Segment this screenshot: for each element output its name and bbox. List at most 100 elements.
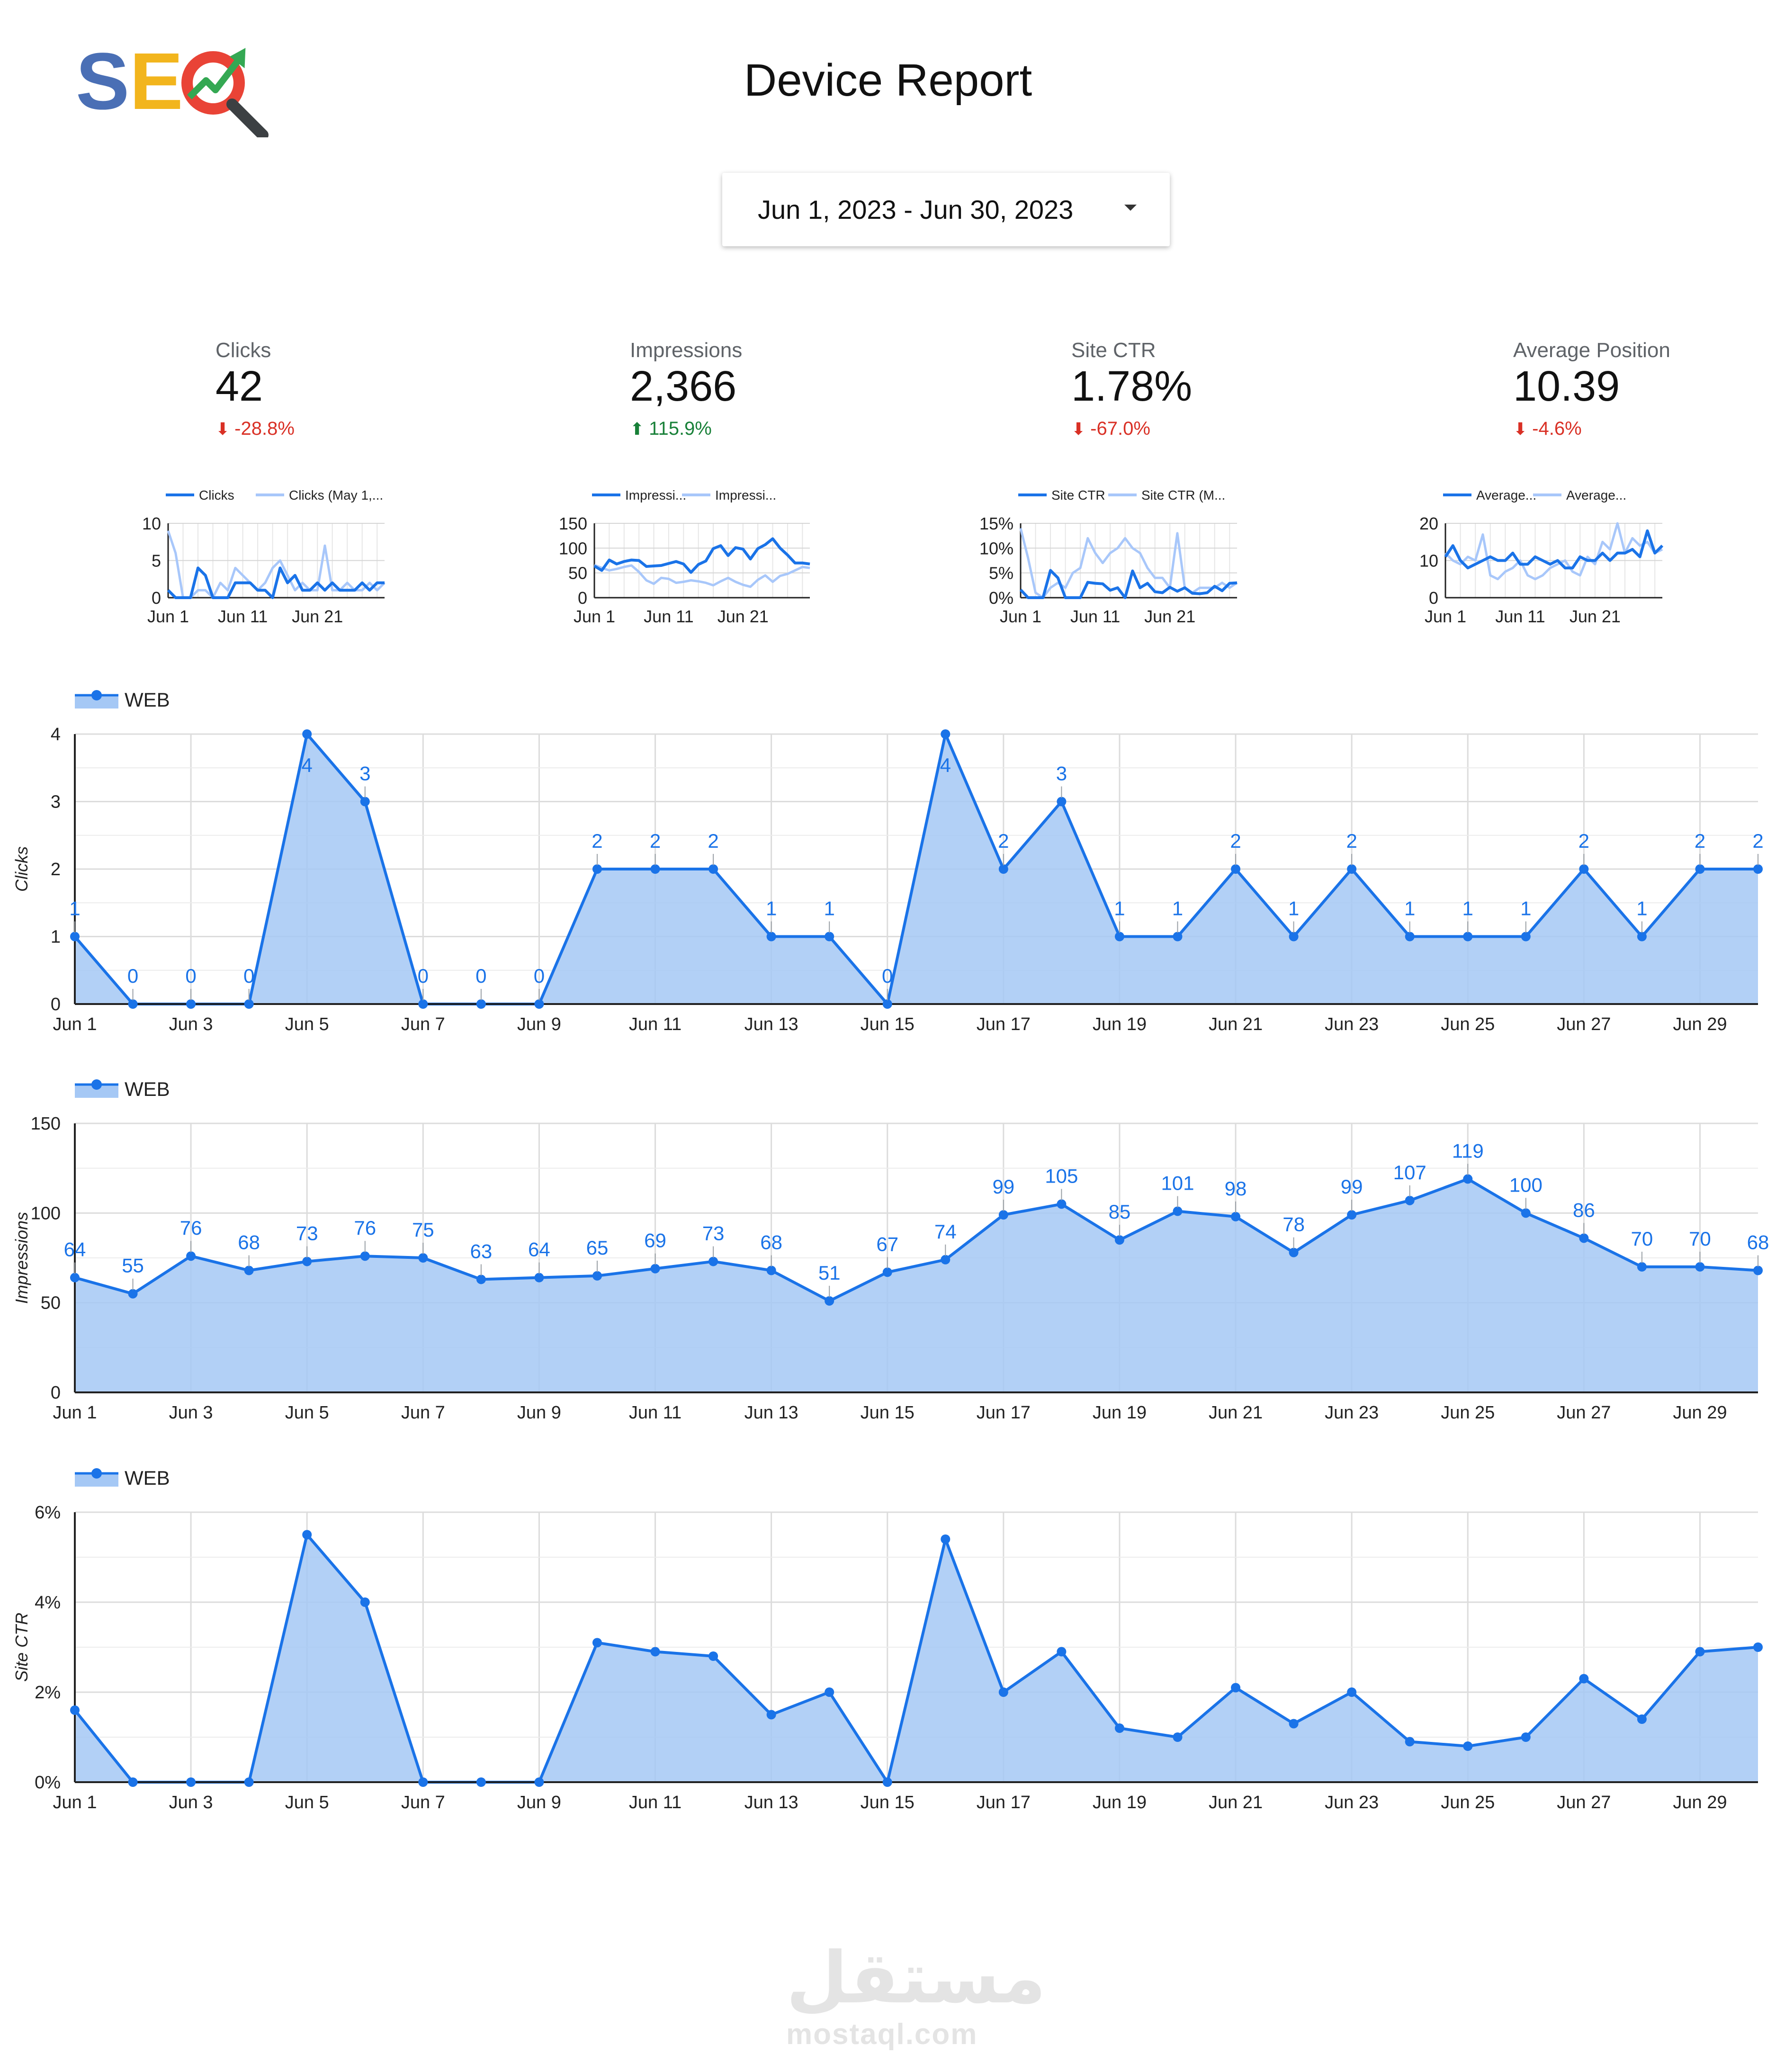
series-line-previous xyxy=(1019,528,1238,599)
data-point xyxy=(1231,864,1241,874)
ctr-web: 0% 2% 4% 6% Jun 1 Jun 3 Jun 5 Jun 7 Jun 9 Jun 11 J… xyxy=(12,1467,1763,1812)
series-line-current xyxy=(1444,529,1664,570)
kpi-label: Average Position xyxy=(1513,339,1670,362)
data-label: 1 xyxy=(1172,897,1183,920)
data-label: 73 xyxy=(296,1222,318,1245)
data-label: 0 xyxy=(534,965,545,987)
data-point xyxy=(650,1647,660,1657)
x-tick-label: Jun 5 xyxy=(285,1403,329,1423)
series-line xyxy=(73,1533,1758,1784)
impressions-web: 0 50 100 150 Jun 1 Jun 3 Jun 5 Jun 7 Jun 9 Jun 11… xyxy=(12,1078,1769,1423)
data-point xyxy=(1405,1195,1415,1205)
legend-swatch-point xyxy=(91,690,102,700)
data-label: 64 xyxy=(64,1238,86,1261)
x-tick-label: Jun 21 xyxy=(718,607,769,626)
date-range-picker[interactable]: Jun 1, 2023 - Jun 30, 2023 xyxy=(722,173,1170,246)
data-point xyxy=(1173,1732,1183,1742)
y-tick-label: 0 xyxy=(152,588,161,608)
x-tick-label: Jun 17 xyxy=(977,1014,1031,1034)
data-point xyxy=(1463,1174,1473,1184)
data-point xyxy=(998,864,1008,874)
data-point xyxy=(650,864,660,874)
x-tick-label: Jun 7 xyxy=(401,1403,445,1423)
data-point xyxy=(1347,1210,1357,1220)
x-tick-label: Jun 23 xyxy=(1325,1793,1379,1812)
data-point xyxy=(1695,1647,1705,1657)
data-label: 68 xyxy=(760,1231,782,1254)
x-tick-label: Jun 13 xyxy=(744,1014,798,1034)
legend-label: Clicks xyxy=(199,488,234,502)
data-label: 3 xyxy=(359,762,370,785)
data-point xyxy=(534,1273,544,1283)
x-tick-label: Jun 11 xyxy=(629,1014,682,1034)
x-tick-label: Jun 25 xyxy=(1441,1403,1495,1423)
data-point xyxy=(476,1274,486,1284)
data-point xyxy=(302,1256,312,1266)
x-tick-label: Jun 21 xyxy=(1570,607,1621,626)
x-tick-label: Jun 15 xyxy=(861,1793,915,1812)
x-tick-label: Jun 25 xyxy=(1441,1793,1495,1812)
data-point xyxy=(1057,1647,1067,1657)
data-label: 0 xyxy=(418,965,429,987)
y-tick-label: 4 xyxy=(51,725,61,744)
data-point xyxy=(882,1267,892,1277)
data-point xyxy=(1289,1247,1299,1257)
data-point xyxy=(998,1210,1008,1220)
data-point xyxy=(418,999,428,1009)
data-point xyxy=(592,1638,602,1648)
kpi-value: 1.78% xyxy=(1071,363,1193,410)
y-tick-label: 15% xyxy=(979,514,1014,533)
data-point xyxy=(1347,864,1357,874)
x-tick-label: Jun 11 xyxy=(629,1403,682,1423)
legend-label: Impressi... xyxy=(625,488,686,502)
data-label: 2 xyxy=(708,830,718,852)
data-point xyxy=(476,999,486,1009)
series-line-current xyxy=(1019,569,1238,599)
data-point xyxy=(418,1253,428,1263)
kpi-delta-value: -67.0% xyxy=(1090,418,1150,439)
x-tick-label: Jun 1 xyxy=(53,1793,97,1812)
data-point xyxy=(1579,1674,1589,1684)
x-tick-label: Jun 23 xyxy=(1325,1014,1379,1034)
arrow-up-icon: ⬆ xyxy=(630,419,645,439)
watermark-latin: mostaql.com xyxy=(786,2018,978,2051)
data-point xyxy=(1579,1233,1589,1243)
y-axis-title: Clicks xyxy=(12,846,31,892)
data-point xyxy=(1753,1265,1763,1275)
y-tick-label: 10 xyxy=(142,514,161,533)
x-tick-label: Jun 3 xyxy=(169,1793,213,1812)
data-point xyxy=(1173,1206,1183,1216)
y-tick-label: 0 xyxy=(51,995,61,1014)
data-point xyxy=(998,1687,1008,1697)
data-label: 2 xyxy=(592,830,602,852)
y-tick-label: 1 xyxy=(51,927,61,947)
legend-label: WEB xyxy=(125,1467,170,1489)
data-point xyxy=(1753,864,1763,874)
y-tick-label: 4% xyxy=(35,1593,61,1613)
arrow-down-icon: ⬇ xyxy=(1513,419,1528,439)
x-tick-label: Jun 19 xyxy=(1093,1403,1147,1423)
data-point xyxy=(360,1251,370,1261)
kpi-label: Impressions xyxy=(630,339,743,362)
legend-label: Clicks (May 1,... xyxy=(289,488,383,502)
data-label: 1 xyxy=(69,897,80,920)
x-tick-label: Jun 21 xyxy=(1209,1403,1263,1423)
dropdown-caret-icon[interactable] xyxy=(1124,205,1137,211)
y-tick-label: 2% xyxy=(35,1683,61,1703)
data-label: 0 xyxy=(475,965,486,987)
area-fill xyxy=(75,1179,1758,1392)
y-tick-label: 0 xyxy=(1429,588,1438,608)
x-tick-label: Jun 13 xyxy=(744,1793,798,1812)
y-tick-label: 50 xyxy=(568,564,587,583)
data-point xyxy=(186,1777,196,1787)
data-point xyxy=(1173,932,1183,942)
data-label: 1 xyxy=(1288,897,1299,920)
x-tick-label: Jun 1 xyxy=(53,1014,97,1034)
data-label: 51 xyxy=(818,1262,841,1284)
data-point xyxy=(766,932,776,942)
watermark-arabic: مستقل xyxy=(786,1938,1046,2018)
data-point xyxy=(592,1271,602,1281)
data-label: 64 xyxy=(528,1238,550,1261)
data-point xyxy=(1695,864,1705,874)
